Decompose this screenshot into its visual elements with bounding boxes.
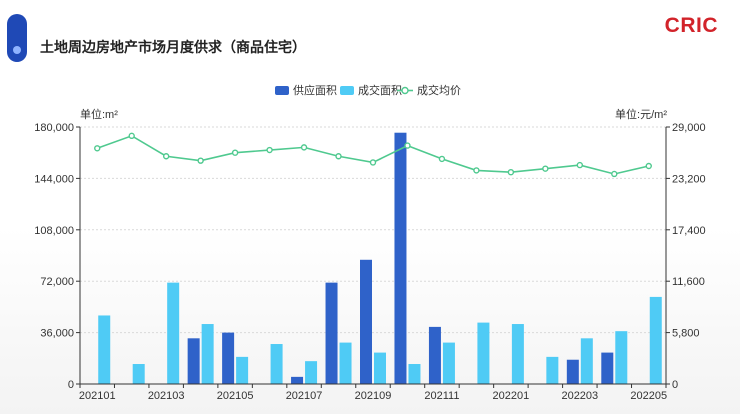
price-point (266, 146, 273, 154)
deal-bar (511, 324, 524, 384)
left-axis-tick-label: 72,000 (40, 276, 74, 288)
price-point (335, 153, 342, 160)
deal-bar (649, 296, 662, 384)
deal-bar (132, 364, 145, 384)
price-point (197, 157, 204, 164)
legend-swatch-price-dot (401, 86, 409, 95)
deal-bar (442, 342, 455, 384)
price-point (473, 167, 480, 174)
deal-bar (339, 342, 352, 384)
x-axis-tick-label: 202203 (561, 390, 598, 402)
brand-logo: CRIC (664, 14, 718, 37)
legend-label-supply: 供应面积 (293, 83, 337, 97)
left-axis-tick-label: 0 (68, 379, 74, 391)
price-point (369, 159, 377, 166)
x-axis-tick-label: 202111 (424, 390, 459, 402)
supply-bar (428, 326, 441, 384)
price-line (96, 134, 649, 175)
axes: 0 36,000 72,000 108,000 144,000 180,000 0 5,800… (34, 122, 705, 402)
right-axis-tick-label: 29,000 (672, 122, 706, 134)
x-axis-tick-label: 202201 (493, 390, 530, 402)
deal-bar (236, 356, 249, 384)
deal-bar (374, 352, 386, 384)
right-axis-unit: 单位:元/m² (615, 107, 667, 121)
bar-series (98, 132, 662, 384)
price-point (645, 162, 652, 170)
x-axis-tick-label: 202101 (79, 390, 116, 402)
legend-label-deal: 成交面积 (358, 83, 402, 97)
x-axis-tick-label: 202103 (148, 390, 185, 402)
chart-title: 土地周边房地产市场月度供求（商品住宅） (40, 39, 306, 55)
supply-bar (394, 132, 407, 384)
price-point (231, 149, 239, 156)
supply-bar (291, 376, 304, 384)
supply-bar (187, 338, 200, 384)
legend-swatch-supply (275, 86, 289, 95)
title-accent-dot (13, 46, 21, 54)
supply-bar (222, 332, 235, 384)
right-axis-tick-label: 11,600 (672, 276, 705, 288)
price-point (300, 144, 308, 151)
left-axis-tick-label: 36,000 (40, 328, 74, 340)
left-axis-tick-label: 108,000 (34, 225, 74, 237)
price-point (576, 161, 584, 169)
right-axis-tick-label: 5,800 (672, 328, 700, 340)
legend-swatch-deal (340, 86, 354, 95)
deal-bar (408, 364, 421, 384)
deal-bar (477, 322, 490, 384)
deal-bar (305, 361, 318, 384)
price-point (162, 153, 170, 160)
price-point (611, 170, 618, 178)
right-axis-tick-label: 0 (672, 379, 678, 391)
left-axis-tick-label: 180,000 (34, 122, 74, 134)
right-axis-tick-label: 17,400 (672, 225, 706, 237)
left-axis-tick-label: 144,000 (34, 173, 74, 185)
deal-bar (270, 344, 283, 384)
supply-bar (566, 359, 579, 384)
chart-legend[interactable]: 供应面积 成交面积 成交均价 (275, 83, 461, 97)
x-axis-tick-label: 202105 (217, 390, 254, 402)
deal-bar (201, 324, 214, 384)
deal-bar (615, 331, 628, 384)
right-axis-tick-label: 23,200 (672, 173, 706, 185)
legend-label-price: 成交均价 (417, 83, 461, 97)
deal-bar (546, 356, 559, 384)
price-point (404, 142, 411, 149)
deal-bar (167, 282, 180, 384)
line-series (94, 132, 652, 178)
price-point (94, 145, 101, 152)
deal-bar (580, 338, 593, 384)
title-accent-pill (7, 14, 27, 62)
left-axis-unit: 单位:m² (80, 107, 118, 121)
supply-bar (325, 282, 338, 384)
price-point (507, 168, 515, 176)
supply-bar (360, 259, 372, 384)
price-point (438, 155, 446, 163)
price-point (128, 132, 135, 140)
deal-bar (98, 315, 111, 384)
x-axis-tick-label: 202109 (355, 390, 392, 402)
x-axis-tick-label: 202205 (630, 390, 667, 402)
price-point (542, 165, 549, 172)
x-axis-tick-label: 202107 (286, 390, 323, 402)
supply-bar (601, 352, 614, 384)
